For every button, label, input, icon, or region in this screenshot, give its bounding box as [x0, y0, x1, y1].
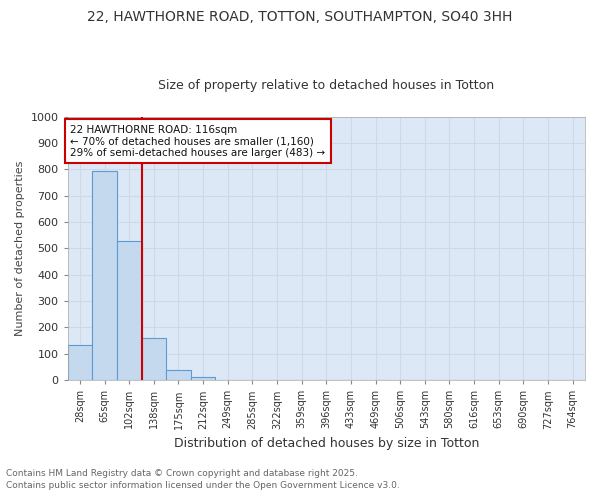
Title: Size of property relative to detached houses in Totton: Size of property relative to detached ho…	[158, 79, 494, 92]
Bar	[68, 344, 92, 380]
Text: 22, HAWTHORNE ROAD, TOTTON, SOUTHAMPTON, SO40 3HH: 22, HAWTHORNE ROAD, TOTTON, SOUTHAMPTON,…	[88, 10, 512, 24]
Bar	[117, 240, 142, 380]
Bar	[92, 171, 117, 380]
Bar	[166, 370, 191, 380]
X-axis label: Distribution of detached houses by size in Totton: Distribution of detached houses by size …	[173, 437, 479, 450]
Text: Contains HM Land Registry data © Crown copyright and database right 2025.
Contai: Contains HM Land Registry data © Crown c…	[6, 469, 400, 490]
Bar	[191, 377, 215, 380]
Text: 22 HAWTHORNE ROAD: 116sqm
← 70% of detached houses are smaller (1,160)
29% of se: 22 HAWTHORNE ROAD: 116sqm ← 70% of detac…	[70, 124, 325, 158]
Y-axis label: Number of detached properties: Number of detached properties	[15, 161, 25, 336]
Bar	[142, 338, 166, 380]
